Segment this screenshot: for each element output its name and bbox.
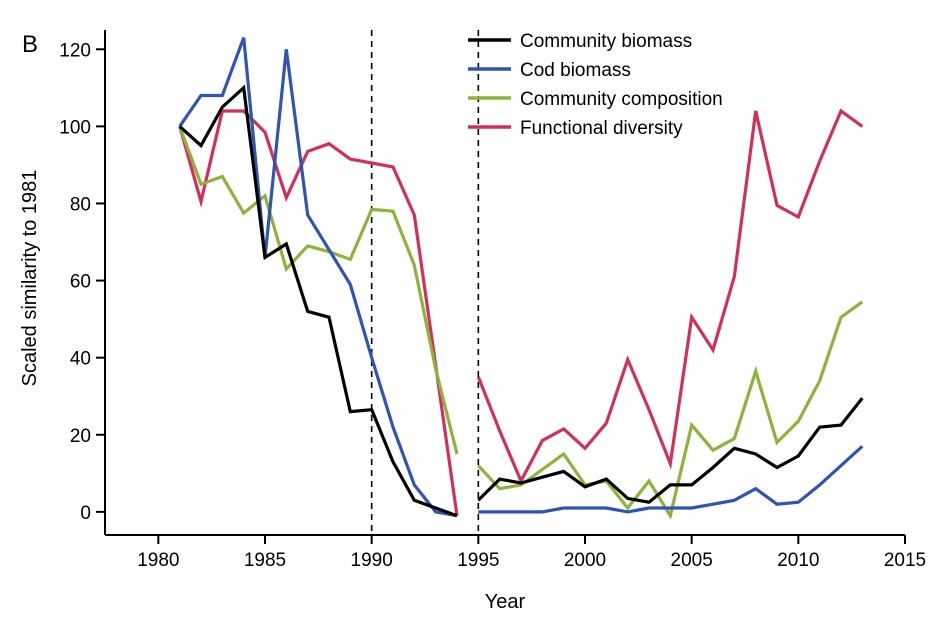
y-tick-label: 100 <box>59 117 91 138</box>
legend-label-functional-diversity: Functional diversity <box>520 118 683 139</box>
x-tick-label: 1995 <box>457 550 499 571</box>
y-tick-label: 20 <box>70 426 91 447</box>
x-tick-label: 1985 <box>244 550 286 571</box>
series-lines <box>178 37 864 520</box>
y-tick-label: 0 <box>80 503 91 524</box>
x-tick-label: 2000 <box>564 550 606 571</box>
x-tick-label: 2010 <box>777 550 819 571</box>
series-line-community-biomass-1981-1994 <box>178 84 458 518</box>
x-axis-title: Year <box>485 591 526 613</box>
series-line-cod-biomass-1981-1994 <box>178 37 458 518</box>
series-line-community-composition-1995-2013 <box>477 300 864 520</box>
reference-lines <box>370 30 480 535</box>
legend-label-community-biomass: Community biomass <box>520 31 692 52</box>
series-line-cod-biomass-1995-2013 <box>478 445 864 514</box>
series-line-functional-diversity-1995-2013 <box>476 108 864 485</box>
y-tick-label: 120 <box>59 40 91 61</box>
y-axis-title: Scaled similarity to 1981 <box>19 170 41 387</box>
panel-label: B <box>22 31 38 58</box>
legend-label-cod-biomass: Cod biomass <box>520 60 631 81</box>
axes: 1980 1985 1990 1995 2000 2005 2010 2015 0 20 40 60 8… <box>59 30 926 571</box>
series-line-community-composition-1981-1994 <box>178 125 459 455</box>
legend-label-community-composition: Community composition <box>520 89 723 110</box>
x-tick-label: 1980 <box>137 550 179 571</box>
x-tick-label: 2015 <box>884 550 926 571</box>
y-tick-label: 40 <box>70 349 91 370</box>
x-tick-label: 1990 <box>351 550 393 571</box>
y-tick-label: 60 <box>70 272 91 293</box>
y-tick-label: 80 <box>70 194 91 215</box>
legend: Community biomass Cod biomass Community co… <box>468 31 723 139</box>
series-line-functional-diversity-1981-1994 <box>178 109 459 516</box>
x-tick-label: 2005 <box>671 550 713 571</box>
series-line-community-biomass-1995-2013 <box>477 397 864 504</box>
